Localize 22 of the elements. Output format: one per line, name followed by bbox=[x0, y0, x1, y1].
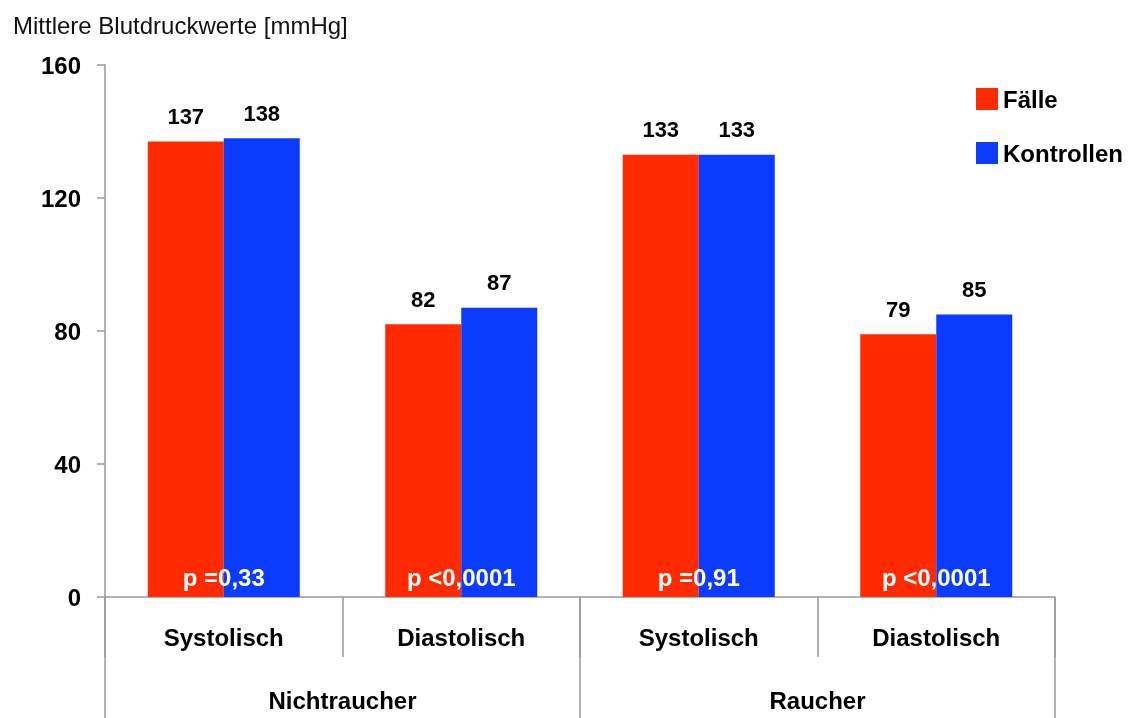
y-axis-title: Mittlere Blutdruckwerte [mmHg] bbox=[13, 11, 348, 39]
data-label: 133 bbox=[642, 117, 680, 143]
x-tick-label: Diastolisch bbox=[397, 623, 526, 651]
data-label: 138 bbox=[243, 100, 281, 126]
y-tick-label: 40 bbox=[54, 450, 81, 478]
y-tick-label: 80 bbox=[54, 317, 81, 345]
x-tick-label: Diastolisch bbox=[872, 623, 1001, 651]
data-label: 82 bbox=[411, 286, 436, 312]
x-tick-label: Systolisch bbox=[163, 623, 284, 651]
y-tick-label: 0 bbox=[67, 583, 81, 611]
y-tick-label: 120 bbox=[40, 184, 81, 212]
data-label: 79 bbox=[886, 296, 911, 322]
text: Nichtraucher bbox=[268, 686, 417, 714]
y-tick-label: 160 bbox=[40, 51, 81, 79]
text: Raucher bbox=[769, 686, 866, 714]
data-label: 87 bbox=[487, 270, 512, 296]
legend-label: Kontrollen bbox=[1003, 139, 1124, 167]
data-label: 137 bbox=[167, 103, 205, 129]
x-tick-label: Systolisch bbox=[638, 623, 759, 651]
legend-label: Fälle bbox=[1003, 85, 1058, 113]
data-label: 85 bbox=[962, 276, 987, 302]
data-label: 133 bbox=[718, 117, 756, 143]
